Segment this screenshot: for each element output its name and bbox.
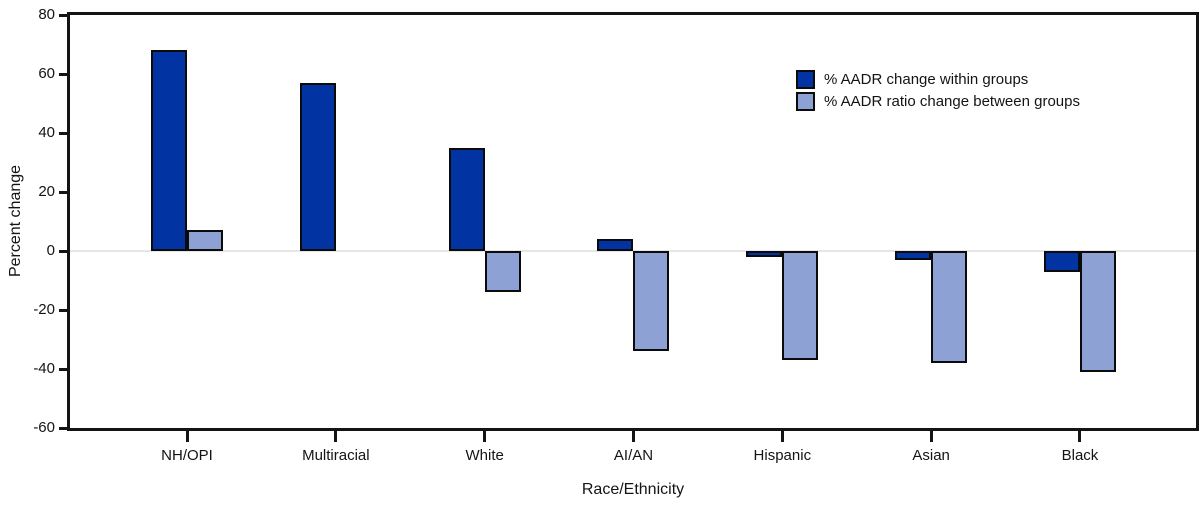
legend: % AADR change within groups % AADR ratio… <box>796 68 1080 112</box>
y-tick-label--40: -40 <box>33 360 55 378</box>
bar-within-black <box>1043 251 1080 272</box>
y-tick-label-80: 80 <box>38 6 55 24</box>
x-tick-black <box>1078 431 1082 442</box>
bar-within-nh-opi <box>151 50 187 251</box>
y-tick--20 <box>59 308 70 312</box>
x-category-label-multiracial: Multiracial <box>302 447 370 464</box>
y-tick-80 <box>59 13 70 17</box>
x-tick-white <box>483 431 487 442</box>
y-axis-title: Percent change <box>7 164 24 278</box>
x-category-label-hispanic: Hispanic <box>753 447 812 464</box>
x-tick-nh-opi <box>185 431 189 442</box>
bar-ratio-hispanic <box>782 251 819 361</box>
y-tick-label--20: -20 <box>33 301 55 319</box>
bar-within-asian <box>895 251 932 260</box>
legend-item-ratio-between-groups: % AADR ratio change between groups <box>796 90 1080 112</box>
legend-swatch-within-groups <box>796 69 815 89</box>
y-tick-label-0: 0 <box>46 242 55 260</box>
bar-within-multiracial <box>299 82 336 251</box>
y-tick-40 <box>59 131 70 135</box>
bar-ratio-asian <box>931 251 968 364</box>
legend-label-ratio-between-groups: % AADR ratio change between groups <box>824 92 1080 110</box>
bar-ratio-ai-an <box>633 251 670 352</box>
y-tick--40 <box>59 367 70 371</box>
x-category-label-white: White <box>465 447 504 464</box>
bar-within-white <box>448 147 485 251</box>
x-category-label-black: Black <box>1061 447 1099 464</box>
x-axis-title: Race/Ethnicity <box>581 481 685 498</box>
y-tick-20 <box>59 190 70 194</box>
bar-within-hispanic <box>746 251 783 257</box>
y-tick-label-60: 60 <box>38 65 55 83</box>
bar-ratio-black <box>1079 251 1116 372</box>
y-tick-label--60: -60 <box>33 419 55 437</box>
legend-swatch-ratio-between-groups <box>796 91 815 111</box>
y-tick-label-20: 20 <box>38 183 55 201</box>
y-tick-0 <box>59 249 70 253</box>
x-tick-multiracial <box>334 431 338 442</box>
x-category-label-asian: Asian <box>912 447 950 464</box>
x-tick-ai-an <box>631 431 635 442</box>
bar-ratio-nh-opi <box>187 230 223 251</box>
bar-within-ai-an <box>597 239 634 251</box>
x-tick-hispanic <box>780 431 784 442</box>
zero-gridline <box>70 250 1196 252</box>
y-tick-60 <box>59 72 70 76</box>
legend-item-within-groups: % AADR change within groups <box>796 68 1080 90</box>
bar-ratio-white <box>484 251 521 293</box>
y-tick--60 <box>59 426 70 430</box>
legend-label-within-groups: % AADR change within groups <box>824 70 1029 88</box>
y-tick-label-40: 40 <box>38 124 55 142</box>
x-tick-asian <box>929 431 933 442</box>
x-category-label-ai-an: AI/AN <box>613 447 654 464</box>
x-category-label-nh-opi: NH/OPI <box>161 447 213 464</box>
